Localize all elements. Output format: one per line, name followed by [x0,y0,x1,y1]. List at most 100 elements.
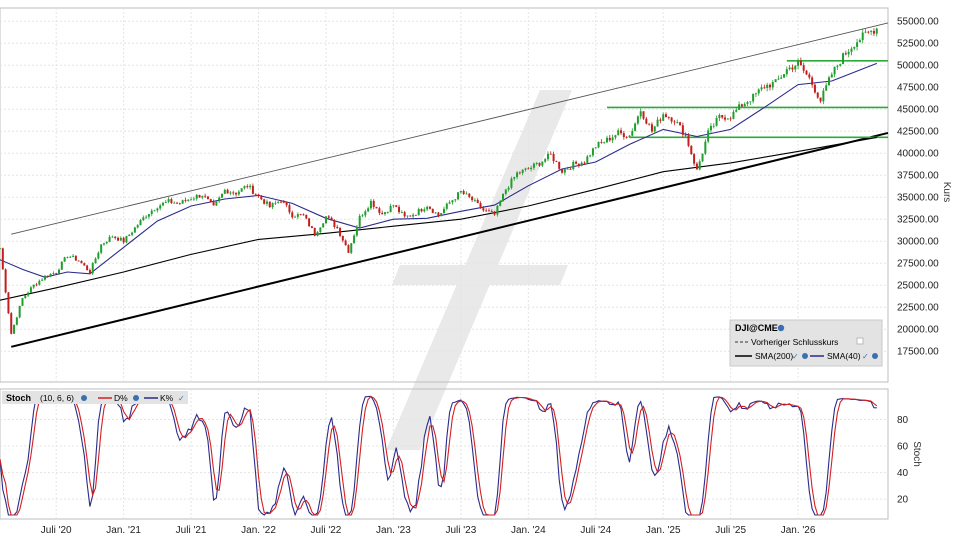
candle-body [268,201,271,208]
price-y-tick: 25000.00 [897,281,939,292]
candle-body [805,70,808,75]
candle-body [487,210,490,212]
candle-body [398,206,401,213]
candle-body [836,65,839,67]
price-panel: 55000.00 52500.00 50000.00 47500.00 45000.00… [0,7,952,383]
candle-body [372,200,375,207]
stoch-y-tick: 60 [897,442,909,453]
candle-body [822,90,825,102]
candle-body [274,202,277,204]
candle-body [575,161,578,164]
candle-body [695,163,698,170]
sma-line-SMA(40) [0,62,878,278]
candle-body [850,48,853,52]
candle-body [642,111,645,119]
candle-body [504,189,507,194]
check-icon[interactable]: ✓ [792,352,799,361]
candle-body [108,236,111,242]
stoch-title: Stoch [6,393,31,403]
candle-body [150,210,153,215]
candle-body [412,214,415,217]
candle-body [55,273,58,274]
candle-body [285,201,288,206]
legend-symbol: DJI@CME [735,323,778,333]
legend[interactable]: DJI@CME Vorheriger Schlusskurs SMA(200) … [729,319,883,367]
legend-prev-close: Vorheriger Schlusskurs [751,337,838,347]
candle-body [620,130,623,134]
candle-body [580,162,583,166]
candle-body [676,122,679,123]
candle-body [459,191,462,193]
x-tick-label: Juli '24 [580,525,611,536]
candlesticks [0,27,878,335]
candle-body [443,208,445,214]
candle-body [465,193,468,195]
candle-body [201,195,204,198]
x-tick-label: Juli '22 [311,525,342,536]
candle-body [448,202,451,204]
candle-body [223,189,226,194]
candle-body [294,216,297,218]
candle-body [634,123,637,131]
candle-body [771,82,774,88]
candle-body [178,202,181,204]
candle-body [215,201,218,206]
candle-body [237,191,240,195]
candle-body [507,187,510,190]
price-panel-frame [0,7,889,383]
candle-body [650,124,653,132]
candle-body [437,212,440,216]
candle-body [496,205,499,215]
candle-body [527,168,530,170]
candle-body [77,260,80,262]
candle-body [176,202,179,204]
candle-body [454,199,457,201]
candle-body [552,153,555,162]
candle-body [611,137,614,141]
candle-body [614,135,617,138]
candle-body [833,66,836,75]
candle-body [66,256,69,258]
candle-body [414,214,417,216]
candle-body [330,217,333,221]
candle-body [114,236,117,238]
candle-body [622,133,625,138]
candle-body [490,211,493,212]
globe-icon[interactable] [802,353,808,359]
candle-body [417,209,420,216]
candle-body [825,85,828,91]
price-y-tick: 30000.00 [897,237,939,248]
candle-body [263,199,266,204]
candle-body [136,225,139,228]
candle-body [802,65,805,71]
candle-body [21,298,24,306]
globe-icon[interactable] [133,395,139,401]
globe-icon[interactable] [872,353,878,359]
candle-body [324,216,327,224]
check-icon[interactable]: ✓ [178,394,185,403]
candle-body [280,201,283,203]
candle-body [426,206,429,210]
candle-body [251,185,254,194]
candle-body [105,241,108,244]
candle-body [254,193,257,195]
candle-body [721,115,724,118]
check-icon[interactable]: ✓ [862,352,869,361]
candle-body [386,212,389,213]
prev-close-toggle-icon[interactable] [856,337,864,345]
candle-body [271,203,274,208]
globe-icon[interactable] [81,395,87,401]
stoch-params: (10, 6, 6) [40,393,74,403]
stoch-legend-box [2,391,188,404]
candle-body [510,178,513,188]
globe-icon[interactable] [777,324,785,332]
stoch-y-tick: 20 [897,495,909,506]
candle-body [844,53,847,55]
candle-body [344,240,347,246]
candle-body [665,114,667,118]
candle-body [221,193,223,198]
candle-body [153,210,156,212]
candle-body [628,135,631,138]
candle-body [440,213,443,216]
candle-body [58,269,61,274]
